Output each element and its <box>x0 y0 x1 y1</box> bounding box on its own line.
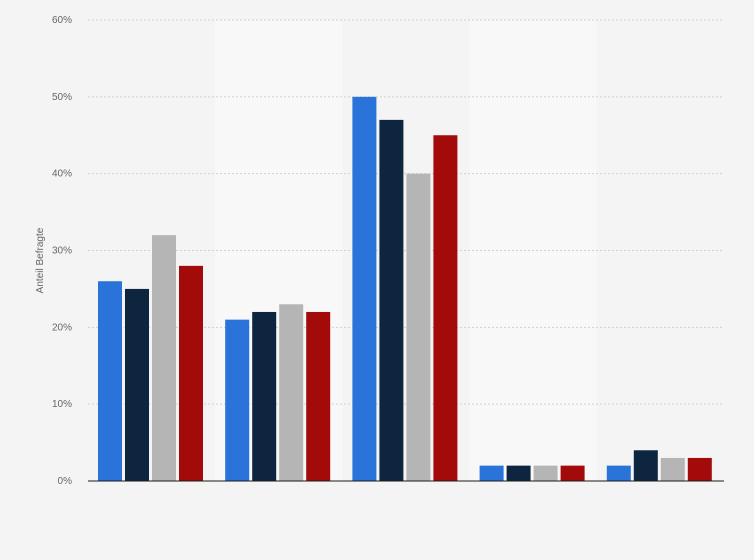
bar-group4-series4 <box>560 465 585 481</box>
bar-group4-series1 <box>479 465 504 481</box>
y-axis-title: Anteil Befragte <box>35 227 46 293</box>
bar-group5-series1 <box>606 465 631 481</box>
bar-group4-series2 <box>506 465 531 481</box>
bar-group3-series1 <box>352 96 377 481</box>
bar-group3-series2 <box>379 119 404 481</box>
bars <box>98 96 712 481</box>
y-tick-label-20: 20% <box>52 322 72 333</box>
bar-group1-series2 <box>125 288 149 481</box>
bar-group3-series4 <box>433 135 458 481</box>
bar-group3-series3 <box>406 173 431 481</box>
bar-group1-series3 <box>152 235 176 481</box>
bar-group5-series4 <box>687 457 712 481</box>
y-tick-label-60: 60% <box>52 15 72 26</box>
y-tick-label-40: 40% <box>52 169 72 180</box>
y-tick-label-50: 50% <box>52 92 72 103</box>
bar-group2-series4 <box>306 311 331 481</box>
y-tick-label-10: 10% <box>52 399 72 410</box>
bar-group2-series3 <box>279 304 304 481</box>
bar-group5-series3 <box>660 457 685 481</box>
y-tick-label-30: 30% <box>52 246 72 257</box>
y-axis-ticks: 0% 10% 20% 30% 40% 50% 60% <box>52 15 72 487</box>
bar-group2-series1 <box>225 319 250 481</box>
bar-group1-series4 <box>179 265 203 481</box>
bar-group4-series3 <box>533 465 558 481</box>
bar-group1-series1 <box>98 281 122 481</box>
bar-group2-series2 <box>252 311 277 481</box>
y-tick-label-0: 0% <box>58 476 73 487</box>
bar-group5-series2 <box>633 450 658 481</box>
